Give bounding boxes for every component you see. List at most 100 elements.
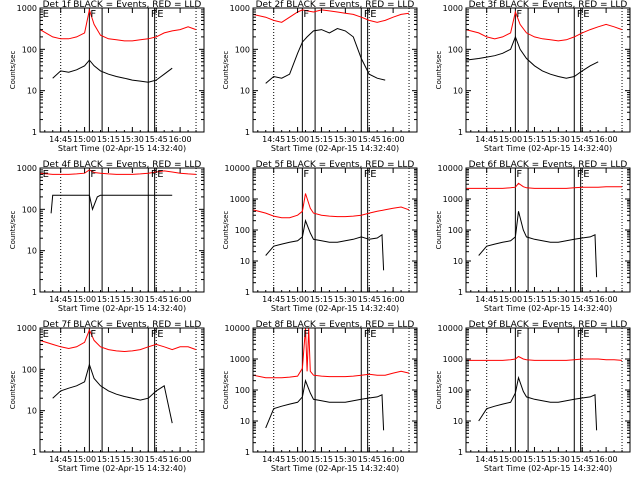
y-axis-label: Counts/sec: [435, 371, 443, 410]
x-tick-label: 15:45: [358, 455, 381, 464]
y-tick-label: 1: [245, 448, 250, 457]
event-marker-label: E: [583, 329, 589, 340]
y-tick-label: 1000: [443, 355, 463, 364]
y-tick-label: 100: [22, 365, 37, 374]
y-tick-label: 10000: [438, 164, 463, 173]
y-tick-label: 10: [27, 407, 37, 416]
x-tick-label: 14:45: [49, 295, 72, 304]
y-axis-label: Counts/sec: [435, 51, 443, 90]
x-tick-label: 14:45: [262, 295, 285, 304]
plot-frame: [252, 167, 418, 293]
x-tick-label: 15:00: [499, 455, 522, 464]
x-tick-label: 15:15: [523, 295, 546, 304]
panel-title: Det 6f BLACK = Events, RED = LLD: [469, 160, 628, 170]
event-marker-label: F: [90, 329, 96, 340]
event-marker-label: E: [583, 9, 589, 20]
x-tick-label: 15:00: [499, 295, 522, 304]
x-tick-label: 15:45: [358, 135, 381, 144]
x-tick-label: 15:00: [73, 455, 96, 464]
events-series-line: [52, 362, 173, 424]
y-tick-label: 1000: [230, 4, 250, 13]
event-marker-label: E: [370, 169, 376, 180]
plot-frame: [39, 7, 205, 133]
y-tick-label: 1000: [443, 4, 463, 13]
x-tick-label: 14:45: [49, 135, 72, 144]
lld-series-line: [39, 7, 197, 42]
x-tick-label: 15:45: [571, 295, 594, 304]
x-tick-label: 15:00: [286, 135, 309, 144]
x-tick-label: 14:45: [475, 295, 498, 304]
x-tick-label: 14:45: [262, 135, 285, 144]
y-tick-label: 100: [22, 45, 37, 54]
y-tick-label: 1: [32, 448, 37, 457]
y-axis-label: Counts/sec: [9, 51, 17, 90]
y-tick-label: 1: [245, 288, 250, 297]
x-axis-label: Start Time (02-Apr-15 14:32:40): [484, 464, 612, 473]
lld-series-line: [465, 10, 623, 42]
event-marker-label: E: [157, 169, 163, 180]
x-tick-label: 15:00: [499, 135, 522, 144]
x-axis-label: Start Time (02-Apr-15 14:32:40): [484, 144, 612, 153]
event-marker-label: F: [577, 329, 583, 340]
x-tick-label: 14:45: [475, 455, 498, 464]
y-tick-label: 1: [32, 288, 37, 297]
x-tick-label: 15:00: [73, 135, 96, 144]
y-axis-label: Counts/sec: [222, 51, 230, 90]
event-marker-label: E: [370, 329, 376, 340]
x-tick-label: 15:30: [547, 135, 570, 144]
y-tick-label: 10: [240, 417, 250, 426]
events-series-line: [50, 194, 173, 214]
plot-frame: [252, 7, 418, 133]
x-tick-label: 15:15: [310, 295, 333, 304]
x-tick-label: 15:30: [547, 295, 570, 304]
x-tick-label: 15:30: [334, 295, 357, 304]
y-tick-label: 100: [235, 226, 250, 235]
event-marker-label: F: [90, 169, 96, 180]
x-tick-label: 15:15: [97, 455, 120, 464]
event-marker-label: F: [303, 329, 309, 340]
x-axis-label: Start Time (02-Apr-15 14:32:40): [271, 464, 399, 473]
x-tick-label: 16:00: [169, 455, 192, 464]
x-axis-label: Start Time (02-Apr-15 14:32:40): [58, 144, 186, 153]
y-tick-label: 1000: [17, 164, 37, 173]
event-marker-label: F: [577, 169, 583, 180]
x-tick-label: 16:00: [382, 135, 405, 144]
events-series-line: [478, 375, 598, 431]
events-series-line: [265, 378, 385, 431]
event-marker-label: F: [364, 9, 370, 20]
x-tick-label: 16:00: [595, 135, 618, 144]
y-tick-label: 100: [235, 386, 250, 395]
event-marker-label: E: [43, 169, 49, 180]
panel-title: Det 3f BLACK = Events, RED = LLD: [469, 0, 628, 10]
x-tick-label: 15:30: [121, 135, 144, 144]
event-marker-label: F: [151, 169, 157, 180]
x-tick-label: 16:00: [595, 455, 618, 464]
x-tick-label: 15:30: [547, 455, 570, 464]
x-axis-label: Start Time (02-Apr-15 14:32:40): [271, 304, 399, 313]
x-axis-label: Start Time (02-Apr-15 14:32:40): [58, 304, 186, 313]
plot-frame: [465, 7, 631, 133]
y-tick-label: 1000: [17, 324, 37, 333]
event-marker-label: E: [583, 169, 589, 180]
x-tick-label: 15:45: [358, 295, 381, 304]
lld-series-line: [39, 328, 197, 353]
x-tick-label: 16:00: [382, 455, 405, 464]
y-axis-label: Counts/sec: [435, 211, 443, 250]
x-tick-label: 14:45: [49, 455, 72, 464]
y-tick-label: 100: [22, 205, 37, 214]
lld-series-line: [252, 327, 410, 379]
x-axis-label: Start Time (02-Apr-15 14:32:40): [484, 304, 612, 313]
event-marker-label: F: [151, 9, 157, 20]
y-tick-label: 10000: [225, 164, 250, 173]
y-tick-label: 1: [458, 288, 463, 297]
x-tick-label: 16:00: [382, 295, 405, 304]
x-tick-label: 15:30: [121, 295, 144, 304]
x-tick-label: 15:30: [334, 455, 357, 464]
x-tick-label: 16:00: [169, 295, 192, 304]
y-tick-label: 1: [458, 128, 463, 137]
y-tick-label: 100: [235, 45, 250, 54]
plot-frame: [252, 327, 418, 453]
